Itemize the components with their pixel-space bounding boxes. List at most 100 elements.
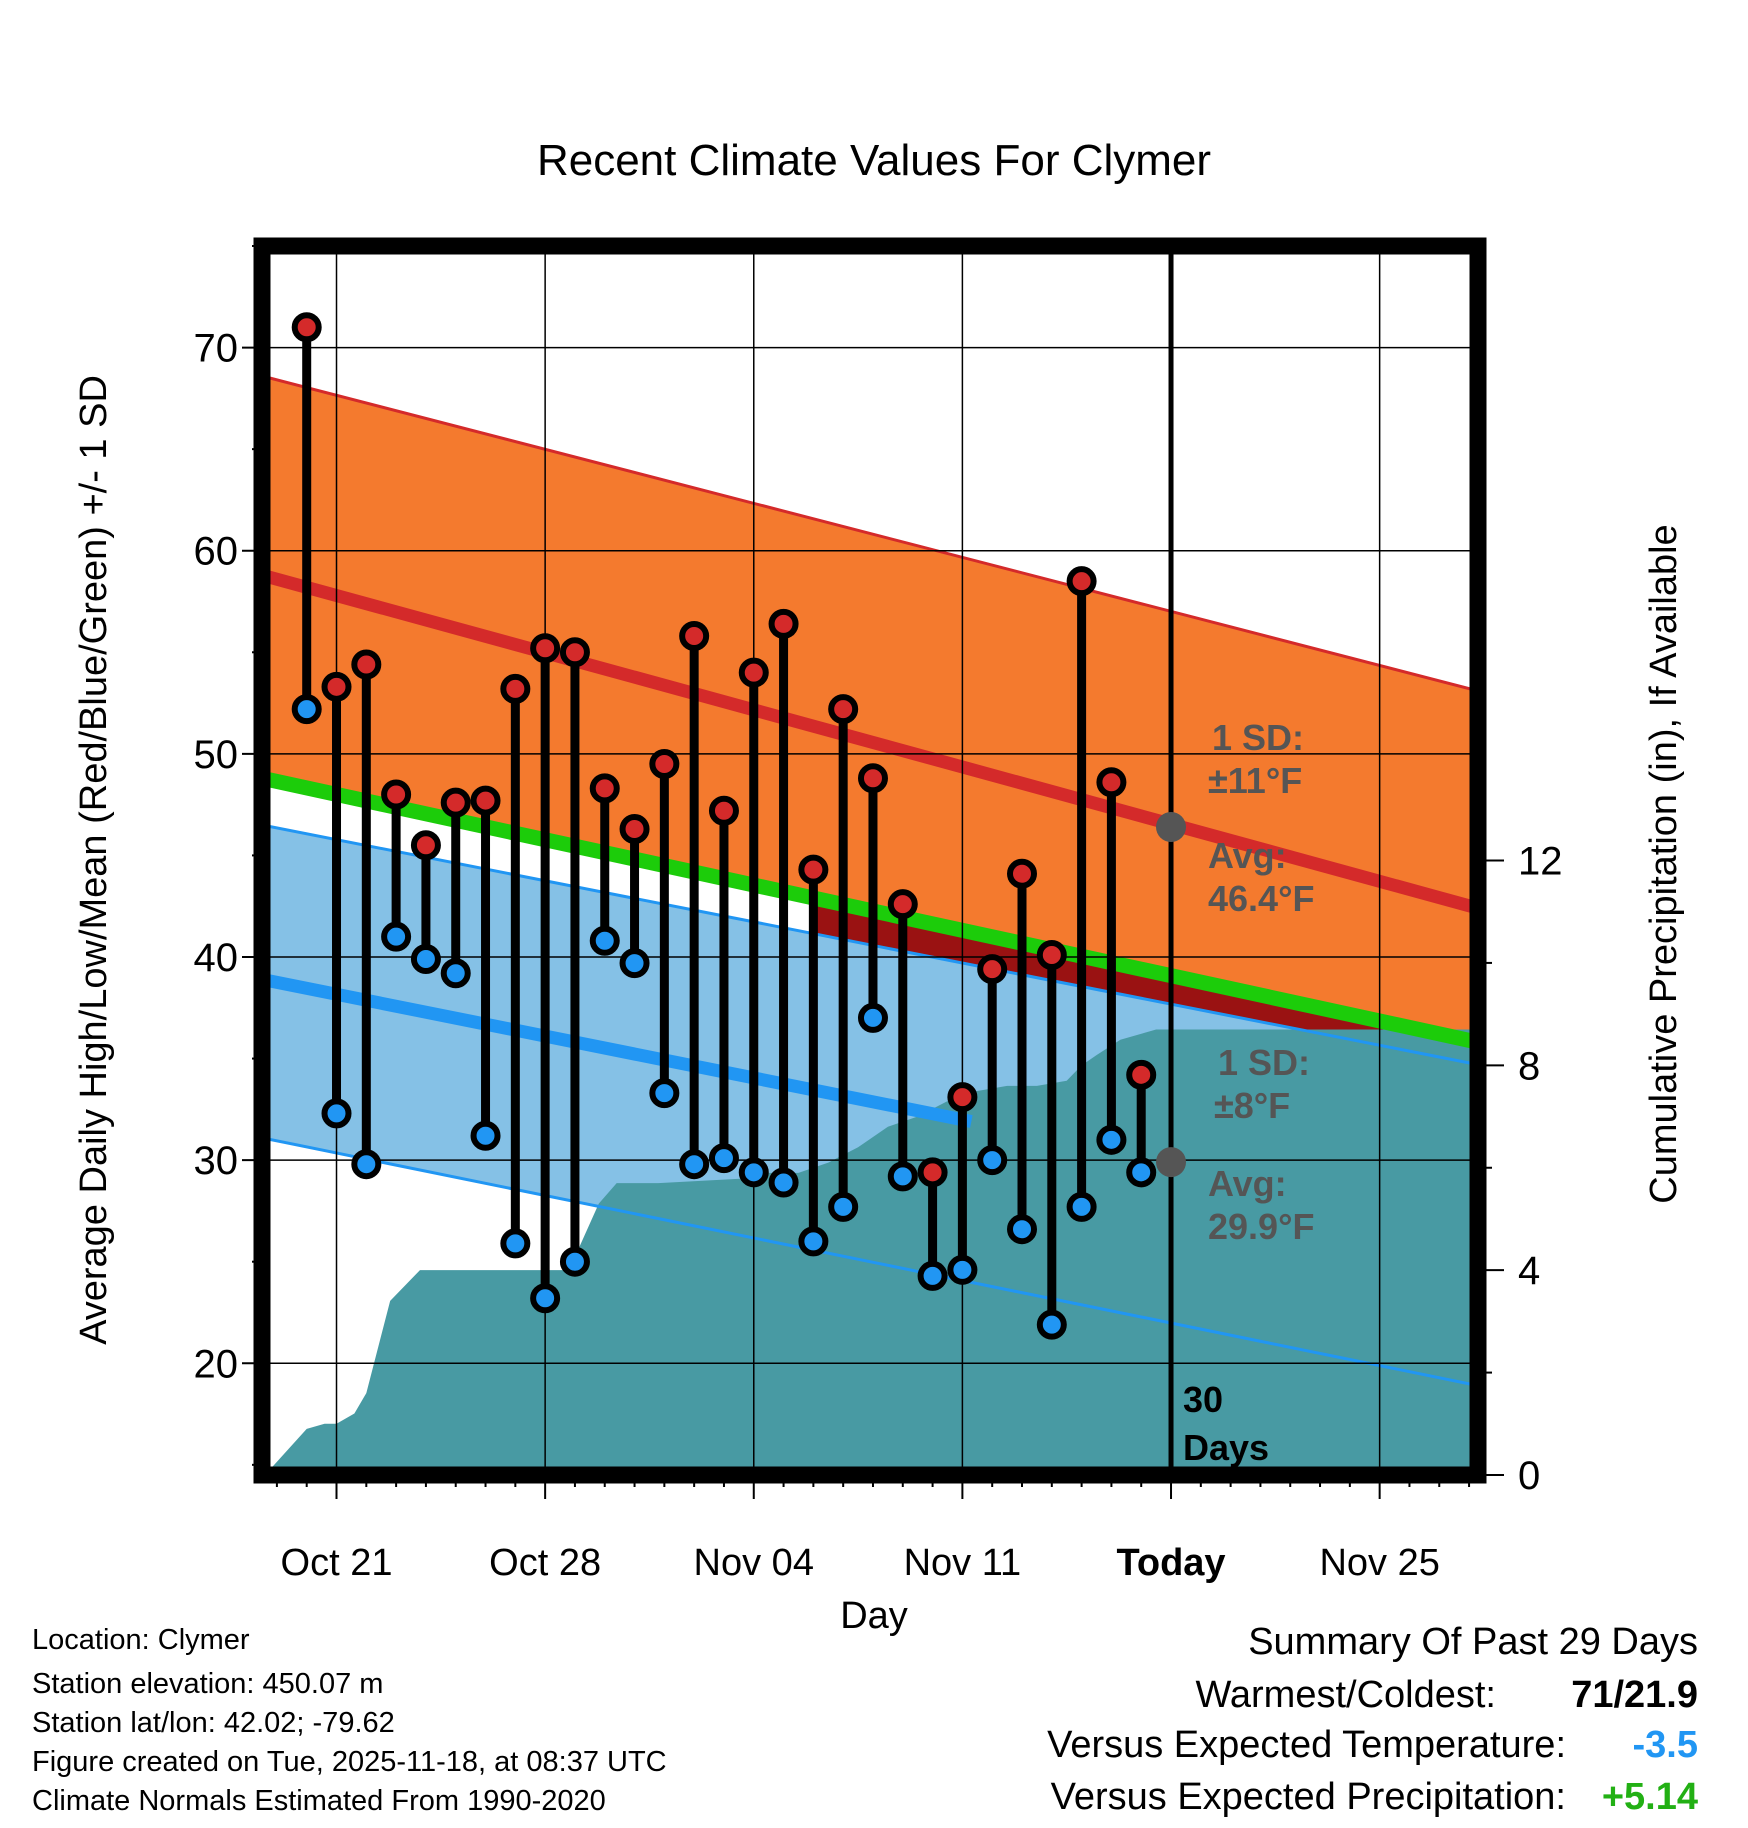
y2-axis-label: Cumulative Precipitation (in), If Availa… (1643, 524, 1685, 1203)
low-point (619, 948, 650, 979)
footer-elevation: Station elevation: 450.07 m (32, 1668, 384, 1700)
low-point (381, 921, 412, 952)
low-normal-line (262, 972, 973, 1128)
high-point (1096, 767, 1127, 798)
low-point (887, 1161, 918, 1192)
x-axis-label: Day (840, 1595, 908, 1637)
low-point (440, 958, 471, 989)
low-point (321, 1098, 352, 1129)
low-sd-value: ±8°F (1214, 1085, 1290, 1126)
summary-precip-label: Versus Expected Precipitation: (1050, 1776, 1566, 1818)
high-point (1126, 1059, 1157, 1090)
low-point (768, 1167, 799, 1198)
low-point (679, 1149, 710, 1180)
high-point (559, 637, 590, 668)
high-point (917, 1157, 948, 1188)
low-avg-value: 29.9°F (1208, 1206, 1314, 1247)
high-point (440, 787, 471, 818)
y2-tick-label: 8 (1518, 1044, 1540, 1088)
x-tick-label: Nov 11 (904, 1542, 1022, 1584)
high-point (470, 785, 501, 816)
high-point (321, 671, 352, 702)
low-point (857, 1002, 888, 1033)
low-avg-label: Avg: (1208, 1163, 1287, 1204)
y-tick-label: 30 (194, 1139, 239, 1183)
y2-tick-label: 0 (1518, 1454, 1540, 1498)
high-point (649, 749, 680, 780)
high-point (500, 673, 531, 704)
high-point (351, 649, 382, 680)
high-normal-line (262, 568, 1478, 915)
footer-latlon: Station lat/lon: 42.02; -79.62 (32, 1707, 395, 1739)
low-point (1066, 1191, 1097, 1222)
y2-tick-label: 12 (1518, 840, 1563, 884)
low-point (708, 1143, 739, 1174)
low-point (470, 1120, 501, 1151)
high-point (410, 830, 441, 861)
low-sd-label: 1 SD: (1218, 1042, 1310, 1083)
high-sd-band (262, 376, 1478, 1043)
today-days-label: 30 (1183, 1379, 1223, 1420)
footer-location: Location: Clymer (32, 1624, 250, 1656)
low-point (1096, 1124, 1127, 1155)
high-point (798, 854, 829, 885)
high-sd-value: ±11°F (1208, 760, 1302, 801)
high-point (1036, 939, 1067, 970)
low-point (1007, 1214, 1037, 1245)
summary-title: Summary Of Past 29 Days (1248, 1621, 1698, 1663)
x-tick-label: Nov 04 (694, 1542, 814, 1584)
low-point (291, 694, 322, 725)
footer-normals: Climate Normals Estimated From 1990-2020 (32, 1785, 606, 1817)
high-point (291, 312, 322, 343)
high-point (857, 763, 888, 794)
high-point (947, 1082, 978, 1113)
y2-tick-label: 4 (1518, 1249, 1540, 1293)
high-point (977, 954, 1008, 985)
high-point (887, 889, 918, 920)
low-point (589, 925, 620, 956)
low-point (500, 1228, 531, 1259)
today-days-label: Days (1183, 1427, 1269, 1468)
high-point (381, 779, 412, 810)
low-point (530, 1283, 561, 1314)
summary-temp-label: Versus Expected Temperature: (1047, 1724, 1566, 1766)
x-tick-label: Nov 25 (1319, 1542, 1439, 1584)
low-point (977, 1145, 1008, 1176)
low-lower-sd-line (262, 1136, 1478, 1388)
x-tick-label: Oct 21 (281, 1542, 393, 1584)
low-point (798, 1226, 829, 1257)
today-high-avg-marker (1156, 811, 1187, 842)
y-tick-label: 40 (194, 936, 239, 980)
chart-title: Recent Climate Values For Clymer (537, 136, 1211, 185)
low-point (738, 1157, 769, 1188)
low-point (649, 1078, 680, 1109)
low-point (1126, 1157, 1157, 1188)
high-avg-label: Avg: (1208, 835, 1287, 876)
high-point (708, 795, 739, 826)
low-point (828, 1191, 859, 1222)
high-upper-sd-line (262, 374, 1478, 693)
high-point (619, 814, 650, 845)
today-low-avg-marker (1156, 1147, 1187, 1178)
footer-created: Figure created on Tue, 2025-11-18, at 08… (32, 1746, 667, 1778)
low-point (410, 944, 441, 975)
low-point (1036, 1309, 1067, 1340)
summary-warm-cold-value: 71/21.9 (1571, 1674, 1698, 1716)
high-point (1007, 858, 1037, 889)
x-tick-label: Oct 28 (489, 1542, 601, 1584)
summary-temp-value: -3.5 (1632, 1724, 1698, 1766)
high-point (768, 608, 799, 639)
y-tick-label: 20 (194, 1342, 239, 1386)
y-axis-label: Average Daily High/Low/Mean (Red/Blue/Gr… (73, 375, 115, 1345)
high-point (738, 657, 769, 688)
high-point (589, 773, 620, 804)
high-avg-value: 46.4°F (1208, 878, 1314, 919)
high-point (828, 694, 859, 725)
high-sd-label: 1 SD: (1212, 717, 1304, 758)
low-point (559, 1246, 590, 1277)
summary-warm-cold-label: Warmest/Coldest: (1195, 1674, 1496, 1716)
low-point (947, 1254, 978, 1285)
summary-precip-value: +5.14 (1601, 1776, 1698, 1818)
